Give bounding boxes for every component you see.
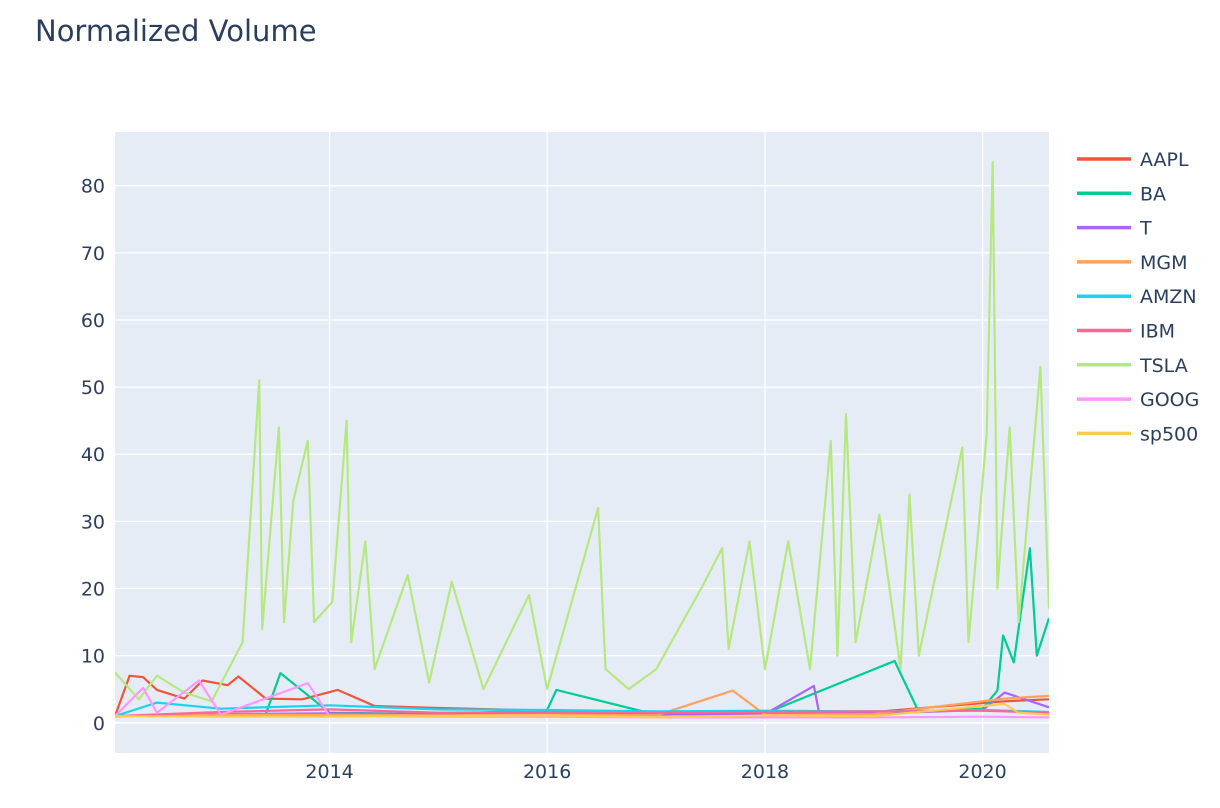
chart-title: Normalized Volume <box>35 14 317 48</box>
y-tick-label: 60 <box>81 310 105 332</box>
grid-lines <box>115 132 1049 753</box>
x-tick-label: 2016 <box>523 761 571 783</box>
y-axis-ticks: 0 10 20 30 40 50 60 70 80 <box>81 176 105 735</box>
x-tick-label: 2014 <box>305 761 353 783</box>
legend-label: AAPL <box>1140 149 1189 171</box>
legend-label: AMZN <box>1140 286 1197 308</box>
legend[interactable]: AAPL BA T MGM AMZN IBM TSLA GOOG sp500 <box>1077 149 1199 445</box>
plot-area <box>115 132 1049 753</box>
legend-item-goog[interactable]: GOOG <box>1077 389 1199 411</box>
y-tick-label: 70 <box>81 243 105 265</box>
legend-label: BA <box>1140 183 1166 205</box>
y-tick-label: 20 <box>81 579 105 601</box>
x-tick-label: 2020 <box>958 761 1006 783</box>
series-line-mgm <box>115 689 1049 718</box>
y-tick-label: 10 <box>81 646 105 668</box>
legend-label: MGM <box>1140 252 1188 274</box>
series-line-sp500 <box>115 702 1049 719</box>
legend-item-tsla[interactable]: TSLA <box>1077 355 1188 377</box>
legend-item-amzn[interactable]: AMZN <box>1077 286 1197 308</box>
x-axis-ticks: 2014 2016 2018 2020 <box>305 761 1006 783</box>
legend-item-ibm[interactable]: IBM <box>1077 321 1175 343</box>
y-tick-label: 0 <box>93 713 105 735</box>
legend-item-sp500[interactable]: sp500 <box>1077 423 1198 445</box>
legend-label: sp500 <box>1140 423 1198 445</box>
legend-label: IBM <box>1140 321 1175 343</box>
legend-item-ba[interactable]: BA <box>1077 183 1166 205</box>
y-tick-label: 40 <box>81 444 105 466</box>
y-tick-label: 50 <box>81 377 105 399</box>
y-tick-label: 30 <box>81 511 105 533</box>
legend-label: GOOG <box>1140 389 1199 411</box>
legend-label: T <box>1139 218 1152 240</box>
legend-item-mgm[interactable]: MGM <box>1077 252 1188 274</box>
x-tick-label: 2018 <box>741 761 789 783</box>
series-line-tsla <box>115 161 1049 703</box>
y-tick-label: 80 <box>81 176 105 198</box>
series-lines <box>115 161 1049 719</box>
legend-label: TSLA <box>1139 355 1188 377</box>
legend-item-aapl[interactable]: AAPL <box>1077 149 1189 171</box>
legend-item-t[interactable]: T <box>1077 218 1152 240</box>
